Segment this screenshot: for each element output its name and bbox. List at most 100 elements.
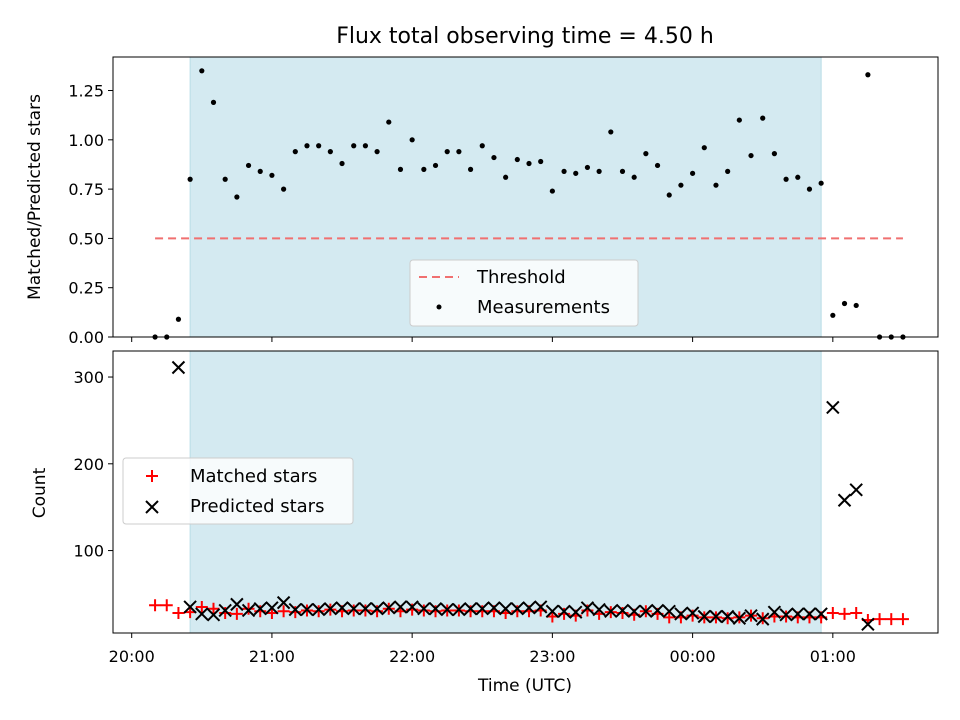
measurement-point xyxy=(865,72,871,78)
measurement-point xyxy=(374,149,380,155)
measurement-point xyxy=(654,162,661,169)
predicted-star-point xyxy=(206,608,221,622)
predicted-star-point xyxy=(288,602,303,617)
measurement-point xyxy=(199,68,205,74)
predicted-star-point xyxy=(627,604,641,619)
predicted-star-point xyxy=(370,601,384,616)
predicted-star-point xyxy=(849,483,863,497)
predicted-star-point xyxy=(265,601,279,615)
measurement-point xyxy=(783,176,789,182)
predicted-star-point xyxy=(662,604,676,619)
top-plot-frame xyxy=(112,56,939,338)
measurement-point xyxy=(619,168,626,174)
top-y-ticks: 0.00 0.25 0.50 0.75 1.00 1.25 xyxy=(68,82,113,347)
measurement-point xyxy=(678,182,684,188)
matched-star-point xyxy=(359,604,372,617)
x-tick-label: 20:00 xyxy=(109,647,155,666)
top-y-tick-label: 1.00 xyxy=(68,131,104,150)
top-y-tick-label: 0.00 xyxy=(68,328,104,347)
predicted-star-point xyxy=(767,605,782,619)
predicted-star-point xyxy=(183,600,197,614)
measurement-point xyxy=(725,168,731,174)
predicted-star-point xyxy=(814,607,828,621)
predicted-star-point xyxy=(452,602,466,617)
predicted-star-point xyxy=(615,603,630,618)
matched-star-point xyxy=(780,610,793,623)
predicted-star-point xyxy=(861,617,875,632)
measurement-point xyxy=(690,170,696,176)
matched-star-point xyxy=(885,613,898,626)
matched-star-point xyxy=(721,612,734,625)
matched-star-point xyxy=(838,607,851,620)
predicted-star-point xyxy=(300,602,314,617)
bottom-legend: Matched stars Predicted stars xyxy=(122,457,354,525)
measurement-point xyxy=(304,143,310,149)
predicted-star-point xyxy=(358,601,373,616)
measurement-point xyxy=(351,143,357,149)
measurement-point xyxy=(573,170,579,176)
predicted-star-point xyxy=(440,602,454,617)
top-x-ticks xyxy=(131,337,834,342)
measurement-point xyxy=(421,166,427,172)
bottom-legend-box xyxy=(122,457,354,525)
bottom-plot-frame xyxy=(112,350,939,634)
predicted-star-point xyxy=(382,601,396,615)
measurement-point xyxy=(281,186,287,192)
predicted-star-point xyxy=(720,609,735,624)
matched-star-point xyxy=(896,613,909,626)
measurement-point xyxy=(245,162,252,169)
matched-star-point xyxy=(312,605,325,618)
predicted-star-point xyxy=(522,601,536,615)
measurement-point xyxy=(841,300,848,307)
measurement-point xyxy=(736,117,742,123)
top-y-tick-label: 1.25 xyxy=(68,82,104,101)
measurement-point xyxy=(806,186,813,192)
bottom-y-tick-label: 200 xyxy=(73,455,104,474)
top-y-tick-label: 0.75 xyxy=(68,180,104,199)
predicted-star-point xyxy=(697,609,711,624)
measurement-point xyxy=(292,149,298,155)
measurement-point xyxy=(538,158,544,165)
measurement-point xyxy=(584,164,591,171)
predicted-star-point xyxy=(744,608,758,623)
measurement-point xyxy=(795,174,801,180)
predicted-star-point xyxy=(335,601,349,615)
top-legend-box xyxy=(409,259,639,327)
measurement-point xyxy=(397,166,404,172)
measurement-point xyxy=(222,176,228,182)
predicted-star-point xyxy=(779,608,793,622)
x-tick-label: 00:00 xyxy=(670,647,716,666)
legend-measurements-swatch xyxy=(436,304,442,310)
x-axis-label: Time (UTC) xyxy=(477,676,572,696)
measurement-point xyxy=(771,151,778,157)
predicted-star-point xyxy=(253,601,267,616)
predicted-star-point xyxy=(604,604,618,619)
measurement-point xyxy=(818,180,824,186)
top-y-axis-label: Matched/Predicted stars xyxy=(25,94,45,300)
predicted-star-point xyxy=(756,612,770,626)
predicted-star-point xyxy=(311,602,326,617)
matched-star-point xyxy=(230,607,243,620)
predicted-star-point xyxy=(171,360,186,375)
measurement-point xyxy=(234,194,240,200)
measurement-point xyxy=(444,149,450,155)
top-legend: Threshold Measurements xyxy=(409,259,639,327)
predicted-star-point xyxy=(826,400,840,415)
predicted-star-point xyxy=(791,607,805,621)
measurement-point xyxy=(432,162,439,169)
measurement-point xyxy=(187,176,193,182)
predicted-star-point xyxy=(674,607,688,621)
predicted-star-point xyxy=(569,605,583,619)
matched-star-point xyxy=(873,613,886,626)
bottom-y-tick-label: 300 xyxy=(73,368,104,387)
predicted-star-point xyxy=(802,607,817,621)
measurement-point xyxy=(853,302,859,309)
measurement-point xyxy=(386,119,392,125)
bottom-y-axis-label: Count xyxy=(30,467,50,518)
x-tick-label: 01:00 xyxy=(810,647,856,666)
measurement-point xyxy=(479,143,485,149)
matched-star-point xyxy=(149,599,162,612)
measurement-point xyxy=(596,168,602,174)
measurement-point xyxy=(491,154,497,161)
